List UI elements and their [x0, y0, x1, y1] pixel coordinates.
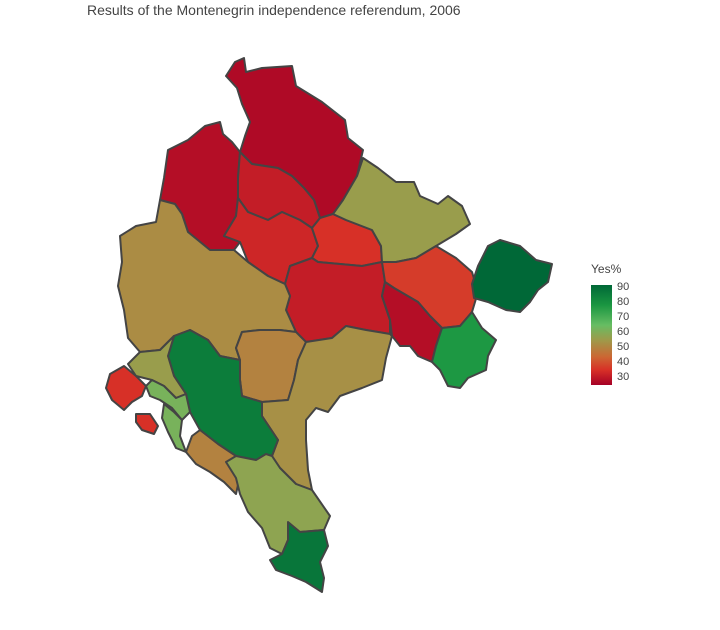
legend-tick-label: 60: [617, 325, 630, 338]
municipality-andrijevica[interactable]: [381, 281, 443, 363]
legend-tick-label: 70: [617, 310, 630, 323]
municipality-herceg-novi[interactable]: [105, 365, 147, 411]
municipality-tivat[interactable]: [145, 379, 191, 421]
municipality-lustica[interactable]: [135, 413, 159, 435]
legend-tick-label: 30: [617, 370, 630, 383]
legend-tick-label: 90: [617, 280, 630, 293]
legend-tick-label: 40: [617, 355, 630, 368]
municipality-rozaje[interactable]: [471, 239, 553, 313]
legend-title: Yes%: [591, 262, 622, 276]
legend-tick-label: 80: [617, 295, 630, 308]
colorbar: [591, 285, 612, 385]
legend-tick-label: 50: [617, 340, 630, 353]
municipality-ulcinj[interactable]: [269, 521, 329, 593]
municipality-plav[interactable]: [431, 311, 497, 389]
municipality-pluzine[interactable]: [159, 121, 241, 251]
municipality-mojkovac[interactable]: [284, 257, 391, 343]
map-title: Results of the Montenegrin independence …: [87, 2, 461, 18]
